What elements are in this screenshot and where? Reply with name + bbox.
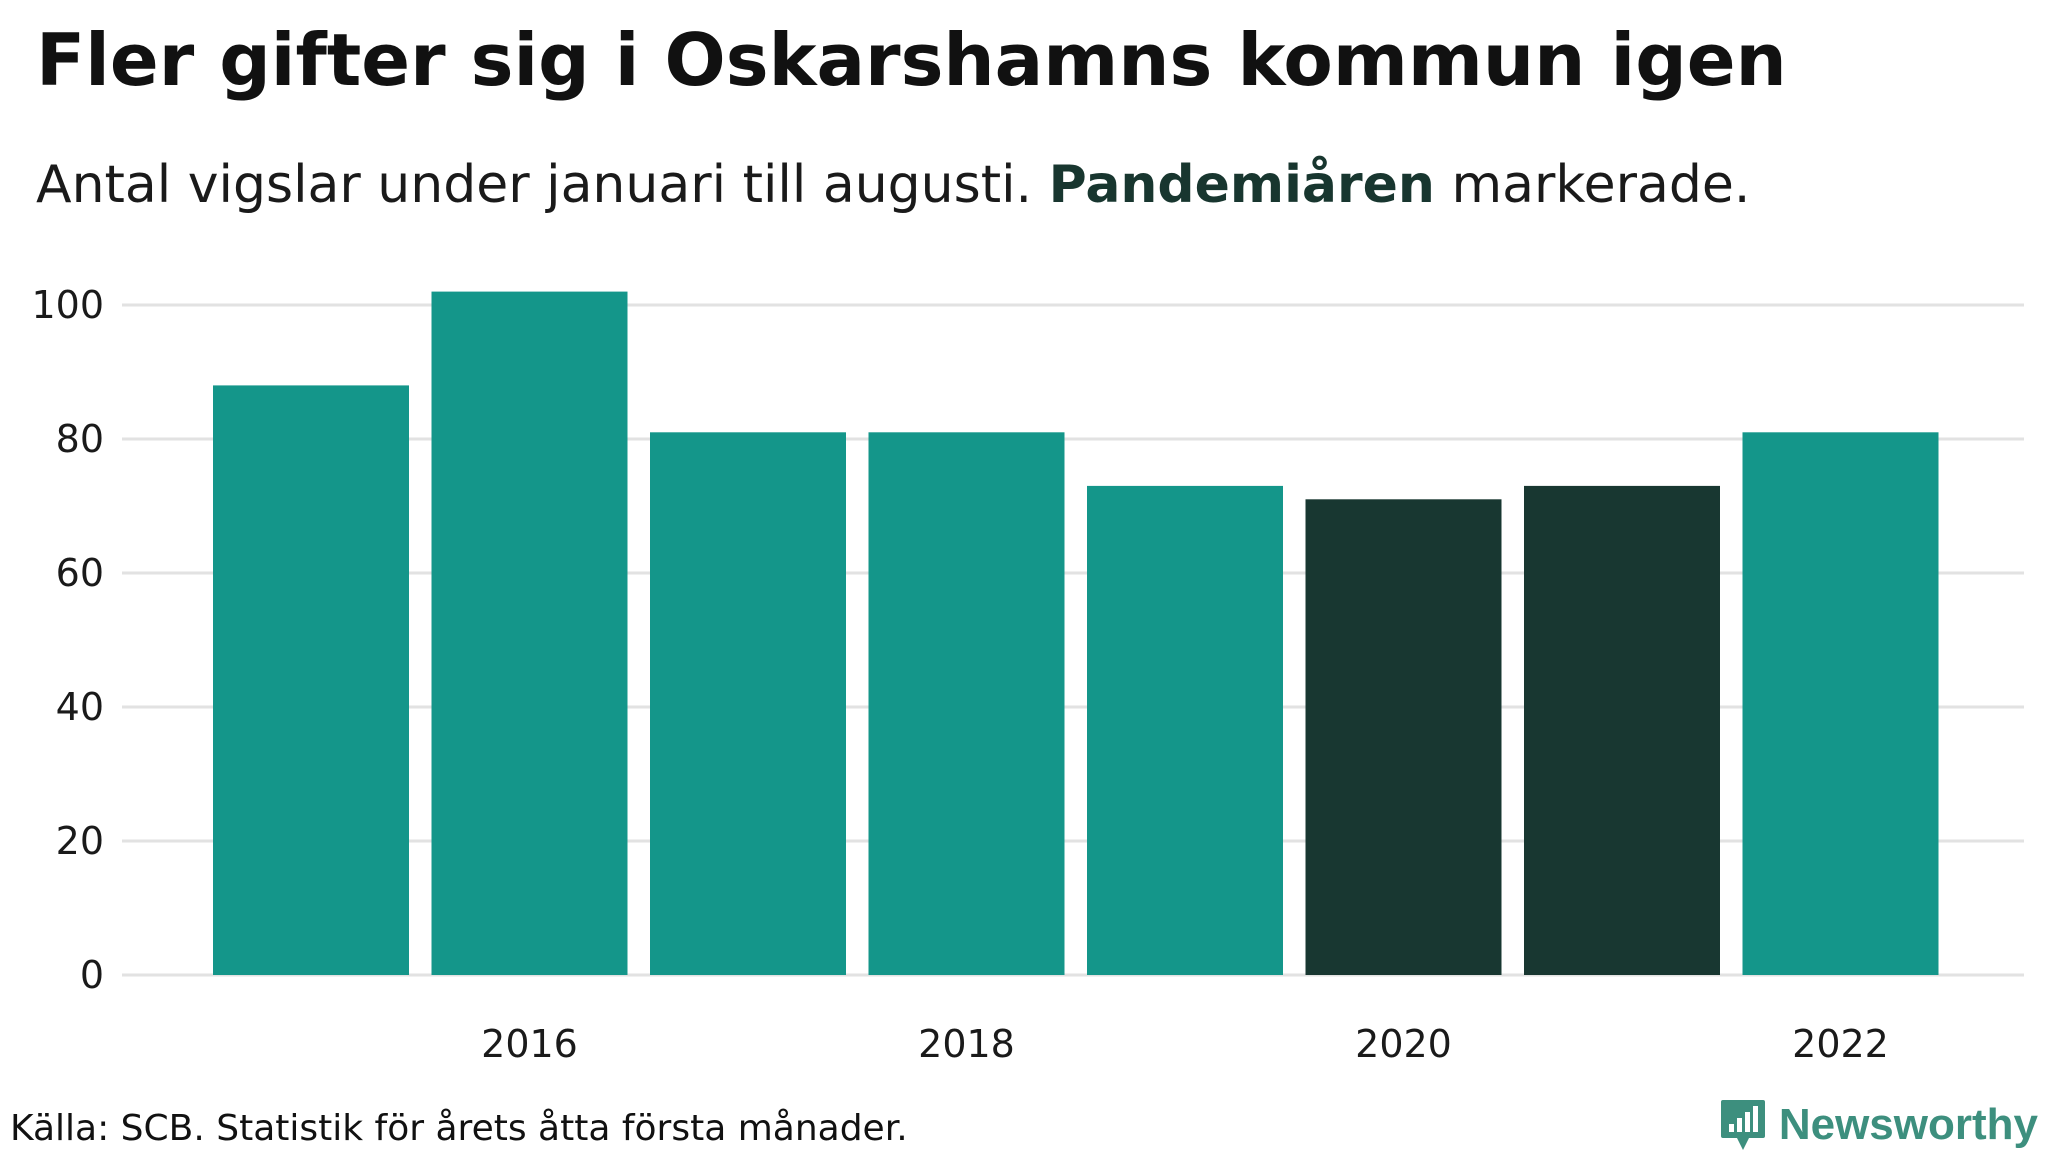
bar-2018 bbox=[868, 432, 1065, 975]
y-axis-ticks: 0 20 40 60 80 100 bbox=[31, 283, 104, 997]
y-tick-label: 40 bbox=[56, 685, 104, 729]
x-tick-label: 2018 bbox=[918, 1022, 1015, 1066]
x-tick-label: 2022 bbox=[1792, 1022, 1889, 1066]
subtitle-text: Antal vigslar under januari till augusti… bbox=[36, 155, 1049, 215]
bar-2019 bbox=[1087, 485, 1283, 975]
bar-chart: 0 20 40 60 80 100 2016 2018 2020 2022 bbox=[31, 283, 2024, 1066]
bar-2017 bbox=[650, 432, 846, 975]
y-tick-label: 20 bbox=[56, 819, 104, 863]
chart-subtitle: Antal vigslar under januari till augusti… bbox=[36, 155, 1750, 215]
newsworthy-logo: Newsworthy bbox=[1719, 1098, 2038, 1152]
x-tick-label: 2020 bbox=[1355, 1022, 1452, 1066]
newsworthy-logo-text: Newsworthy bbox=[1778, 1100, 2038, 1149]
x-axis-ticks: 2016 2018 2020 2022 bbox=[481, 1022, 1889, 1066]
bar-2021 bbox=[1524, 485, 1720, 975]
bars bbox=[213, 291, 1939, 976]
bar-2022 bbox=[1742, 432, 1939, 975]
y-tick-label: 100 bbox=[31, 283, 104, 327]
bar-2015 bbox=[213, 385, 409, 975]
bar-2016 bbox=[431, 291, 628, 976]
subtitle-text-end: markerade. bbox=[1434, 155, 1751, 215]
source-note: Källa: SCB. Statistik för årets åtta för… bbox=[10, 1108, 908, 1149]
x-tick-label: 2016 bbox=[481, 1022, 578, 1066]
y-tick-label: 80 bbox=[56, 417, 104, 461]
bar-2020 bbox=[1305, 499, 1502, 975]
subtitle-highlight: Pandemiåren bbox=[1048, 155, 1435, 215]
chart-title: Fler gifter sig i Oskarshamns kommun ige… bbox=[36, 18, 1787, 102]
y-tick-label: 60 bbox=[56, 551, 104, 595]
newsworthy-logo-icon bbox=[1720, 1100, 1765, 1150]
y-tick-label: 0 bbox=[80, 953, 104, 997]
